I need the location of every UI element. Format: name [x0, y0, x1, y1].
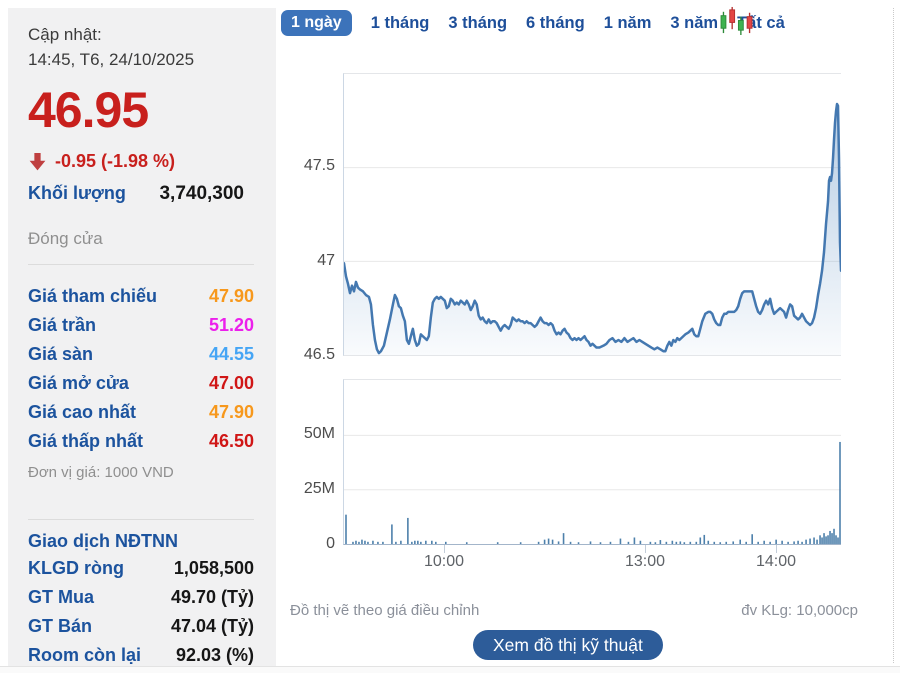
price-row-value: 46.50 — [208, 431, 254, 451]
foreign-row: GT Bán 47.04 (Tỷ) — [28, 612, 254, 641]
right-dotted-border — [893, 8, 894, 663]
price-row-value: 47.90 — [208, 402, 254, 422]
candlestick-chart-icon[interactable] — [719, 6, 755, 35]
updated-time: 14:45, T6, 24/10/2025 — [28, 50, 195, 69]
price-row-label: Giá cao nhất — [28, 402, 137, 422]
price-row: Giá mở cửa 47.00 — [28, 369, 254, 398]
foreign-row-value: 1,058,500 — [173, 558, 254, 578]
foreign-row-label: GT Bán — [28, 616, 93, 636]
tab-1-ngay[interactable]: 1 ngày — [281, 10, 352, 36]
tab-1-thang[interactable]: 1 tháng — [370, 13, 430, 32]
price-change-row: -0.95 (-1.98 %) — [28, 150, 254, 173]
volume-gridlines — [344, 434, 841, 491]
price-row: Giá cao nhất 47.90 — [28, 398, 254, 427]
price-row-value: 51.20 — [208, 315, 254, 335]
volume-unit-note: đv KLg: 10,000cp — [741, 602, 858, 619]
update-block: Cập nhật: 14:45, T6, 24/10/2025 — [28, 22, 254, 72]
volume-chart[interactable] — [343, 379, 841, 545]
price-area-fill — [344, 103, 841, 355]
view-technical-chart-button[interactable]: Xem đồ thị kỹ thuật — [473, 630, 663, 660]
foreign-row: GT Mua 49.70 (Tỷ) — [28, 583, 254, 612]
price-gridlines — [344, 167, 841, 262]
volume-row: Khối lượng 3,740,300 — [28, 183, 254, 207]
volume-axis-label: 0 — [326, 535, 335, 552]
price-row-label: Giá thấp nhất — [28, 431, 144, 451]
price-line — [344, 102, 841, 355]
price-axis-label: 46.5 — [303, 346, 335, 363]
adjusted-price-note: Đồ thị vẽ theo giá điều chỉnh — [290, 602, 480, 619]
foreign-row-value: 49.70 (Tỷ) — [170, 587, 254, 607]
divider — [28, 264, 254, 265]
price-axis-label: 47 — [317, 251, 335, 269]
price-chart[interactable] — [343, 73, 841, 356]
tab-3-thang[interactable]: 3 tháng — [448, 13, 508, 32]
price-unit-note: Đơn vị giá: 1000 VND — [28, 464, 174, 481]
price-change: -0.95 (-1.98 %) — [55, 151, 176, 171]
volume-axis-label: 50M — [303, 425, 335, 443]
x-axis-label: 10:00 — [423, 553, 465, 570]
price-axis-label: 47.5 — [303, 157, 335, 175]
price-row: Giá trần 51.20 — [28, 311, 254, 340]
bottom-border — [0, 666, 900, 673]
volume-label: Khối lượng — [28, 183, 126, 203]
price-row-label: Giá trần — [28, 315, 97, 335]
foreign-row: KLGD ròng 1,058,500 — [28, 554, 254, 583]
foreign-row-label: GT Mua — [28, 587, 94, 607]
foreign-row: Room còn lại 92.03 (%) — [28, 641, 254, 670]
x-axis-label: 13:00 — [624, 553, 666, 570]
foreign-row-label: KLGD ròng — [28, 558, 124, 578]
tab-1-nam[interactable]: 1 năm — [603, 13, 652, 32]
foreign-row-label: Room còn lại — [28, 645, 142, 665]
x-axis-label: 14:00 — [755, 553, 797, 570]
x-axis-tick — [776, 545, 777, 553]
price-table: Giá tham chiếu 47.90 Giá trần 51.20 Giá sàn 4… — [28, 282, 254, 456]
updated-label: Cập nhật: — [28, 25, 102, 44]
tab-3-nam[interactable]: 3 năm — [670, 13, 719, 32]
price-row: Giá sàn 44.55 — [28, 340, 254, 369]
x-axis-tick — [645, 545, 646, 553]
foreign-row-value: 92.03 (%) — [175, 645, 254, 665]
volume-axis-label: 25M — [303, 480, 335, 498]
volume-value: 3,740,300 — [159, 183, 244, 204]
price-row-label: Giá tham chiếu — [28, 286, 158, 306]
arrow-down-icon — [29, 152, 46, 171]
volume-bars — [345, 441, 841, 544]
price-row-value: 47.00 — [208, 373, 254, 393]
x-axis-tick — [444, 545, 445, 553]
session-status: Đóng cửa — [28, 229, 103, 248]
foreign-row-value: 47.04 (Tỷ) — [170, 616, 254, 636]
price-row-label: Giá sàn — [28, 344, 94, 364]
foreign-section-title: Giao dịch NĐTNN — [28, 530, 179, 551]
price-row-value: 44.55 — [208, 344, 254, 364]
tab-6-thang[interactable]: 6 tháng — [526, 13, 585, 32]
price-row: Giá thấp nhất 46.50 — [28, 427, 254, 456]
quote-panel: Cập nhật: 14:45, T6, 24/10/2025 46.95 -0… — [8, 8, 276, 666]
price-row: Giá tham chiếu 47.90 — [28, 282, 254, 311]
last-price: 46.95 — [28, 82, 149, 138]
price-row-value: 47.90 — [208, 286, 254, 306]
divider — [28, 519, 254, 520]
range-tabs: 1 ngày 1 tháng 3 tháng 6 tháng 1 năm 3 năm Tất… — [281, 9, 785, 37]
price-row-label: Giá mở cửa — [28, 373, 129, 393]
foreign-table: KLGD ròng 1,058,500 GT Mua 49.70 (Tỷ) GT Bán… — [28, 554, 254, 670]
